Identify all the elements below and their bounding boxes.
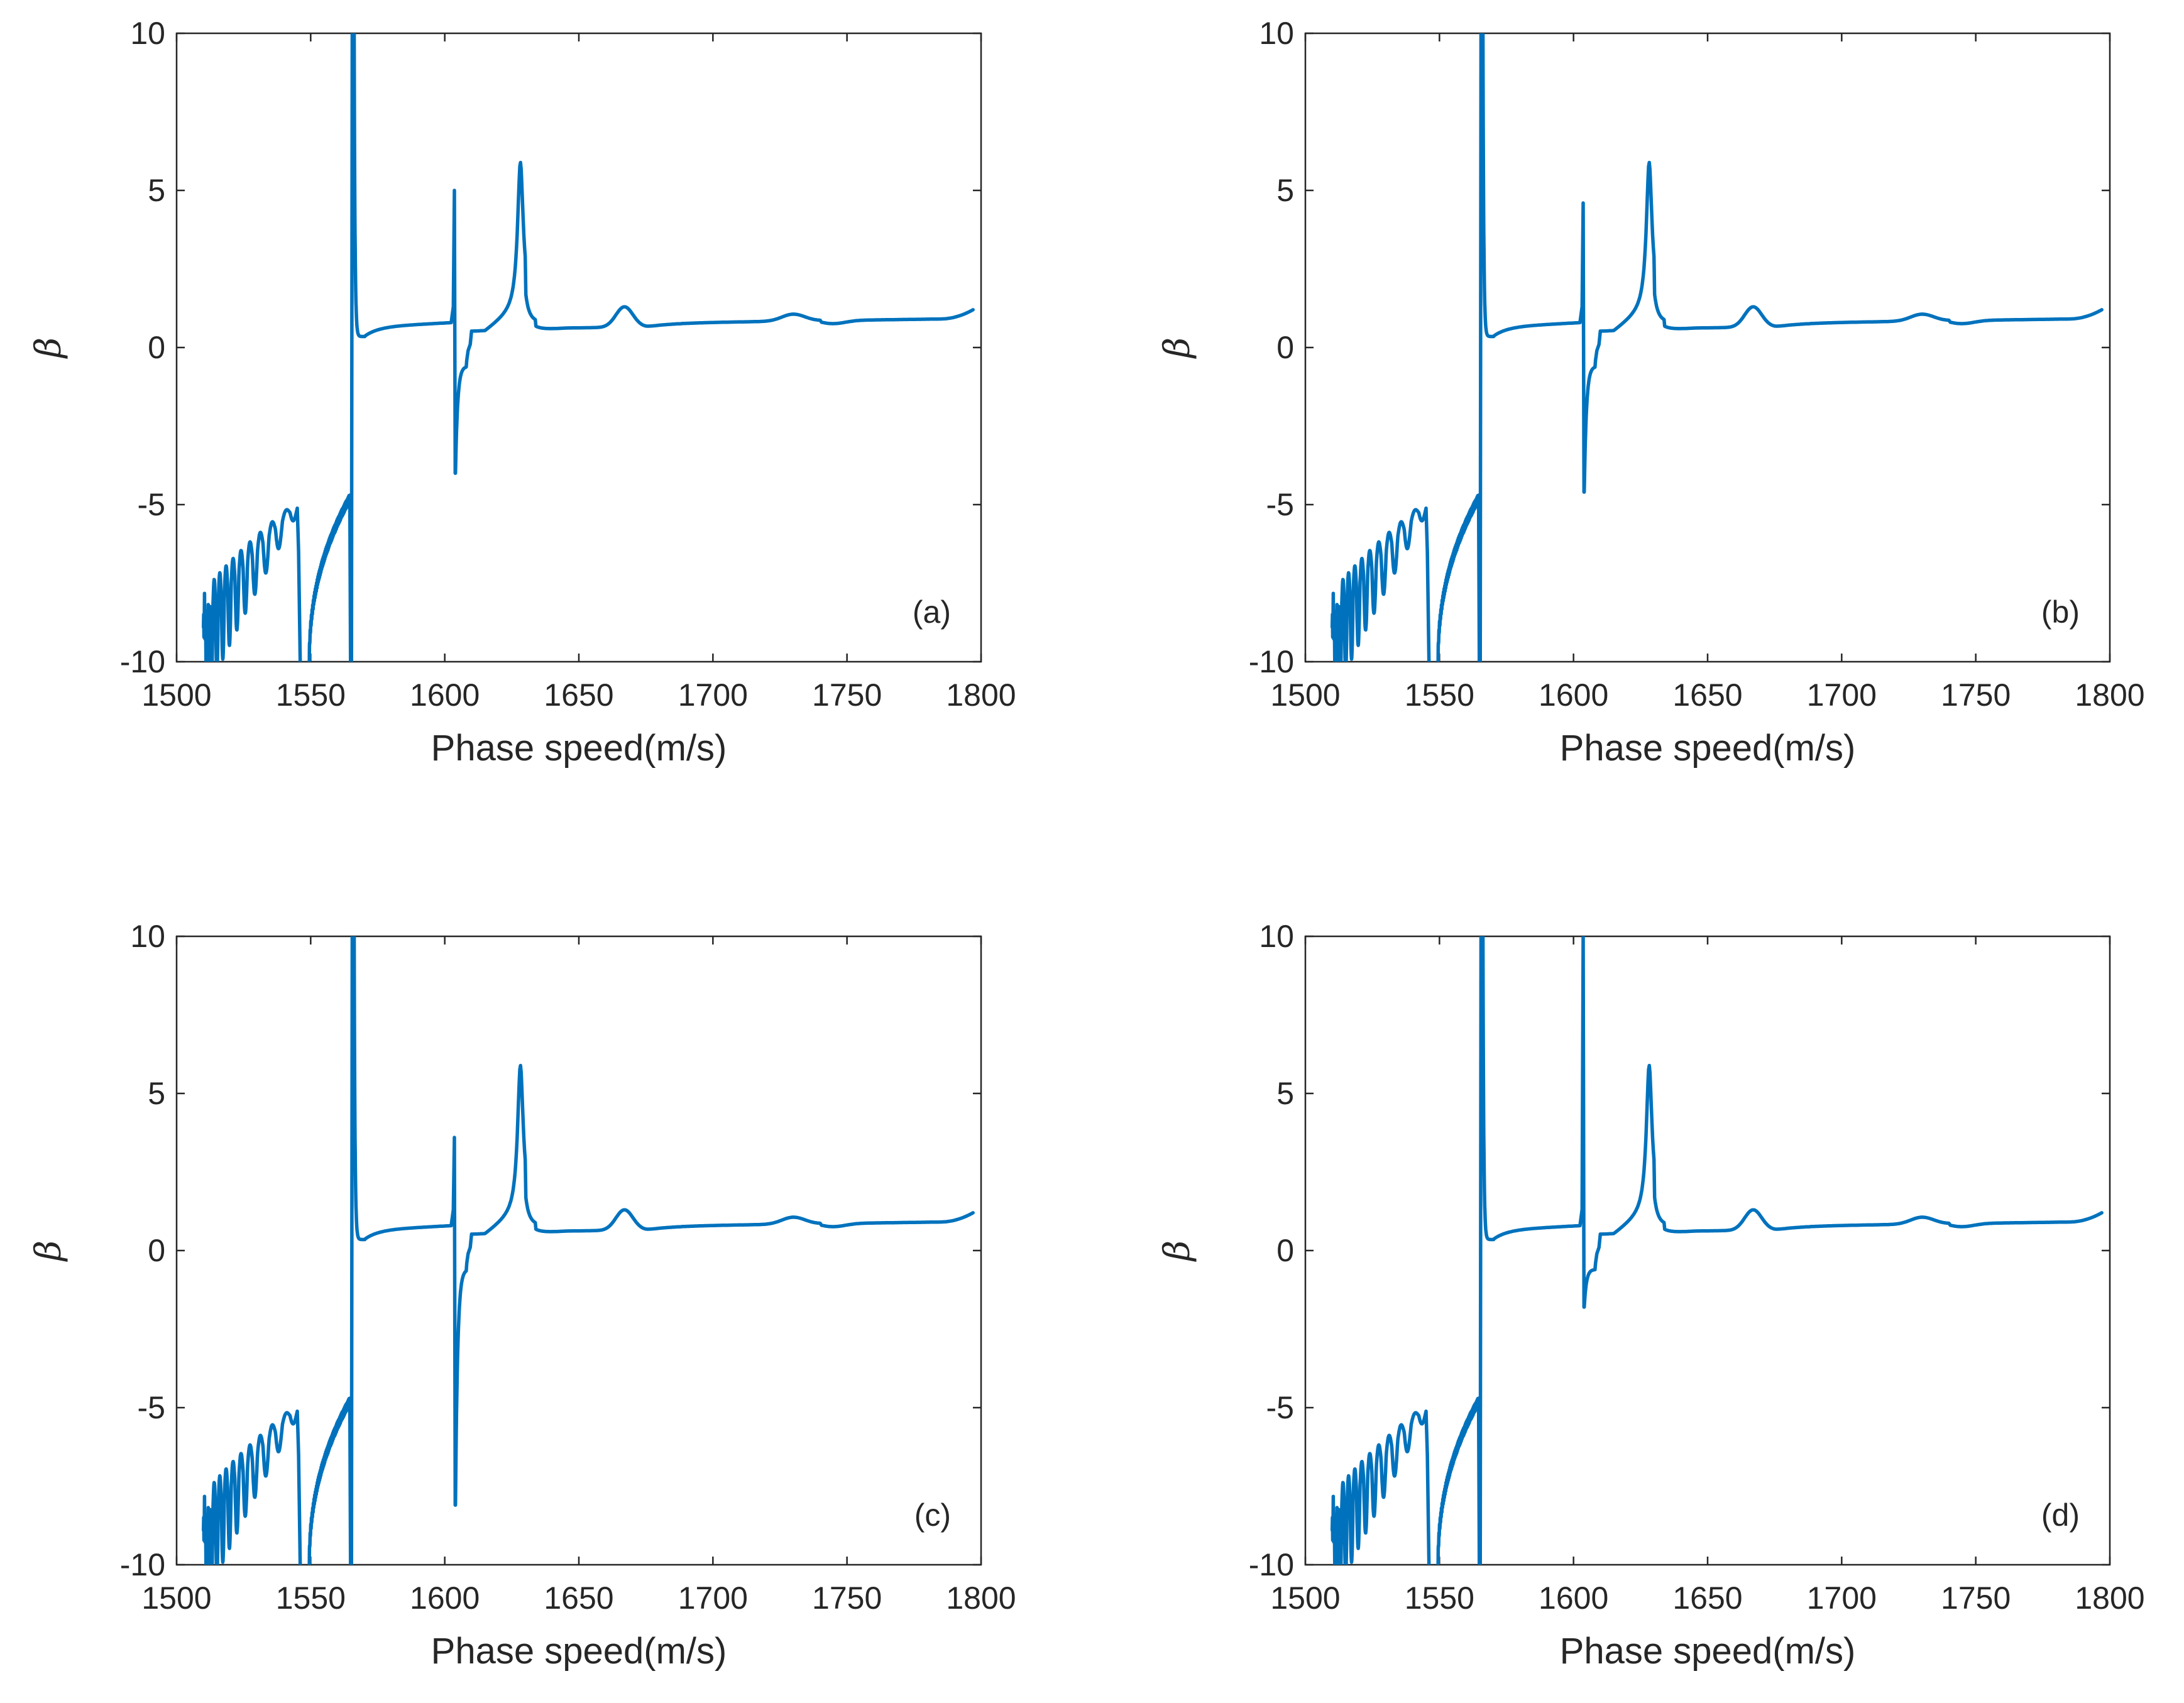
x-tick-label: 1550 [276, 1580, 346, 1616]
y-tick-label: 10 [1259, 16, 1294, 51]
panel-label: (c) [914, 1498, 951, 1533]
x-tick-label: 1500 [1270, 677, 1340, 713]
x-tick-label: 1550 [1405, 677, 1474, 713]
y-tick-label: -10 [1249, 1547, 1294, 1582]
x-axis-label: Phase speed(m/s) [431, 728, 727, 769]
y-axis-label: β [28, 1240, 69, 1262]
y-tick-label: 10 [130, 919, 165, 954]
y-axis-label: β [1157, 1240, 1198, 1262]
x-tick-label: 1650 [1672, 677, 1742, 713]
x-tick-label: 1700 [1807, 1580, 1877, 1616]
x-tick-label: 1750 [1941, 1580, 2011, 1616]
y-tick-label: 5 [148, 173, 165, 208]
y-tick-label: -5 [138, 1390, 165, 1425]
beta-series-line [1330, 33, 2104, 662]
x-tick-label: 1750 [812, 1580, 882, 1616]
y-tick-label: -5 [1266, 487, 1294, 522]
x-tick-label: 1550 [1405, 1580, 1474, 1616]
panel-label: (a) [913, 594, 951, 630]
x-tick-label: 1600 [410, 1580, 480, 1616]
y-tick-label: 5 [1276, 1076, 1294, 1111]
x-tick-label: 1650 [1672, 1580, 1742, 1616]
x-axis-label: Phase speed(m/s) [431, 1631, 727, 1672]
panel-a: 1500 1550 1600 1650 1700 1750 1800 -10 -5 0 5 10 Pha… [28, 16, 1016, 769]
panel-c: 1500 1550 1600 1650 1700 1750 1800 -10 -5 0 5 10 Pha… [28, 919, 1016, 1672]
x-tick-label: 1600 [1539, 1580, 1608, 1616]
x-tick-label: 1700 [1807, 677, 1877, 713]
beta-series-line [1330, 936, 2104, 1565]
x-tick-label: 1800 [946, 1580, 1016, 1616]
x-axis-label: Phase speed(m/s) [1560, 1631, 1856, 1672]
x-axis-label: Phase speed(m/s) [1560, 728, 1856, 769]
beta-series-line [201, 33, 975, 662]
panel-label: (b) [2041, 594, 2080, 630]
y-tick-label: 5 [1276, 173, 1294, 208]
x-tick-label: 1500 [141, 677, 211, 713]
y-tick-label: -10 [1249, 644, 1294, 679]
y-tick-label: -10 [120, 1547, 165, 1582]
x-tick-label: 1800 [2075, 677, 2144, 713]
y-tick-label: 0 [148, 330, 165, 365]
x-tick-label: 1750 [1941, 677, 2011, 713]
y-tick-label: 10 [130, 16, 165, 51]
y-axis-label: β [1157, 337, 1198, 359]
panel-b: 1500 1550 1600 1650 1700 1750 1800 -10 -5 0 5 10 Pha… [1157, 16, 2145, 769]
x-tick-label: 1750 [812, 677, 882, 713]
panel-d: 1500 1550 1600 1650 1700 1750 1800 -10 -5 0 5 10 Pha… [1157, 919, 2145, 1672]
x-tick-label: 1500 [141, 1580, 211, 1616]
x-tick-label: 1700 [678, 677, 748, 713]
y-axis-label: β [28, 337, 69, 359]
y-tick-label: -10 [120, 644, 165, 679]
y-tick-label: -5 [1266, 1390, 1294, 1425]
y-tick-label: 0 [1276, 1233, 1294, 1268]
x-tick-label: 1800 [2075, 1580, 2144, 1616]
y-tick-label: -5 [138, 487, 165, 522]
x-tick-label: 1700 [678, 1580, 748, 1616]
x-tick-label: 1550 [276, 677, 346, 713]
x-tick-label: 1650 [544, 1580, 613, 1616]
x-tick-label: 1650 [544, 677, 613, 713]
x-tick-label: 1600 [1539, 677, 1608, 713]
y-tick-label: 0 [1276, 330, 1294, 365]
x-tick-label: 1500 [1270, 1580, 1340, 1616]
panel-label: (d) [2041, 1498, 2080, 1533]
beta-series-line [201, 936, 975, 1565]
y-tick-label: 5 [148, 1076, 165, 1111]
x-tick-label: 1800 [946, 677, 1016, 713]
x-tick-label: 1600 [410, 677, 480, 713]
y-tick-label: 0 [148, 1233, 165, 1268]
y-tick-label: 10 [1259, 919, 1294, 954]
